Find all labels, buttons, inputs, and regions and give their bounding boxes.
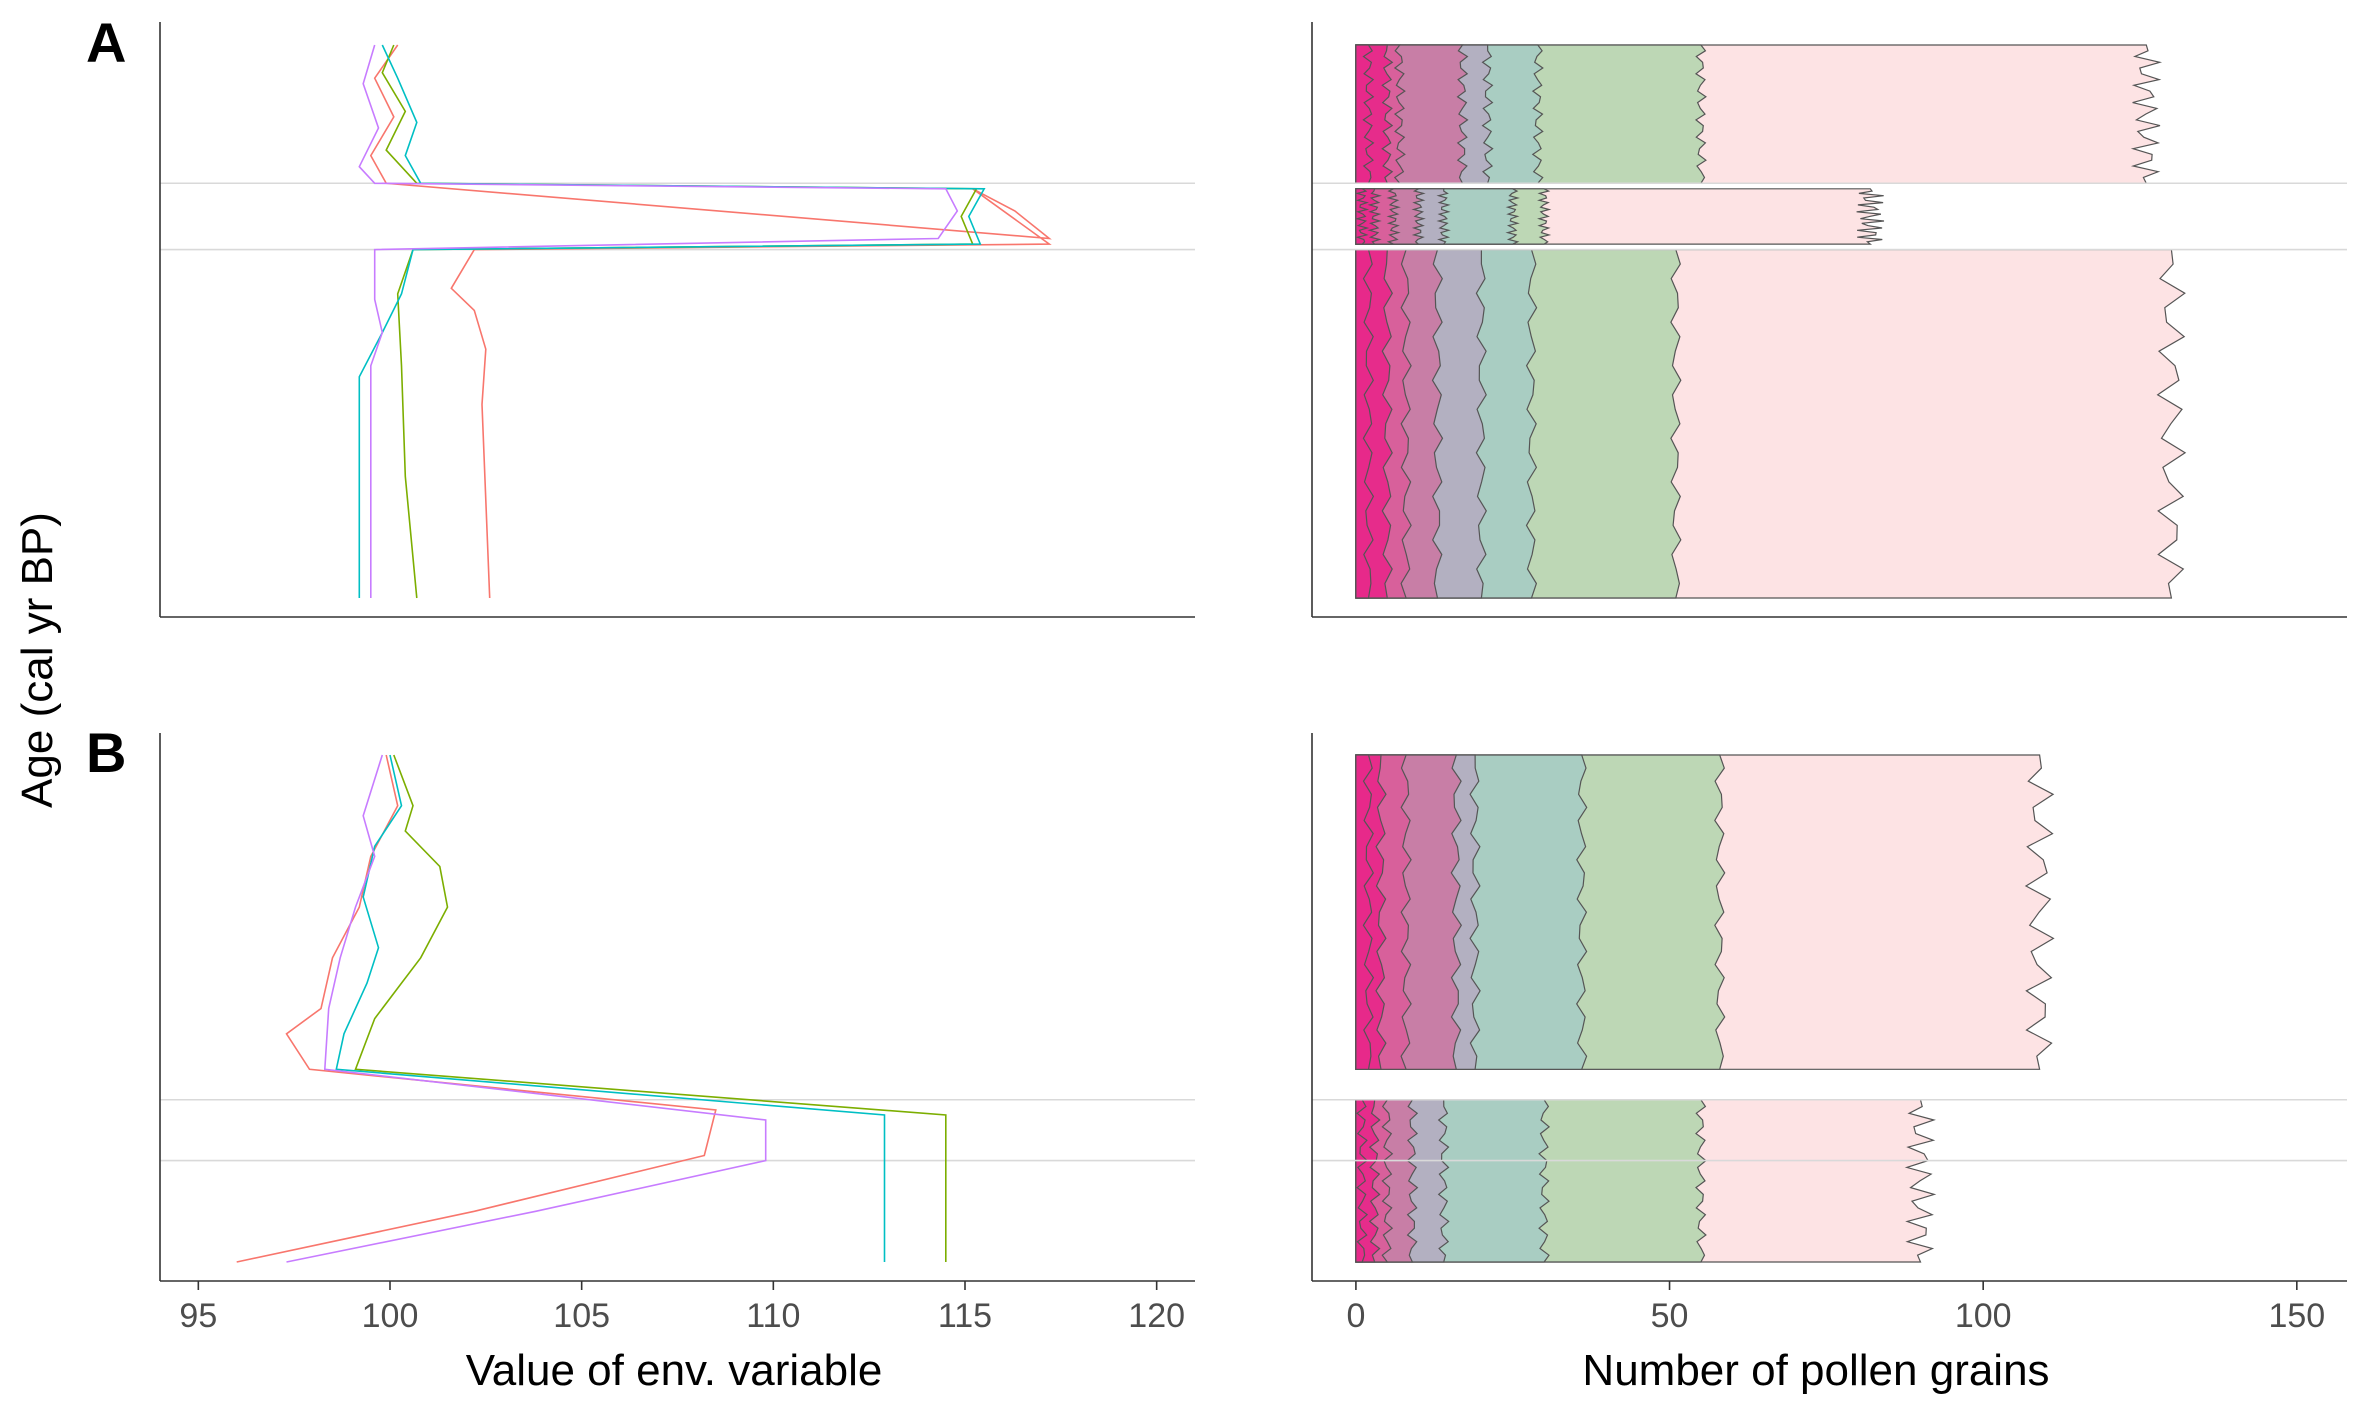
right-x-axis-title: Number of pollen grains: [1582, 1346, 2049, 1395]
x-tick-label: 150: [2268, 1297, 2325, 1335]
pollen-band: [1354, 188, 1370, 245]
panel-b-pollen-plot: 0 50 100 150: [1311, 733, 2347, 1335]
pollen-band: [1355, 44, 1375, 184]
pollen-band: [1355, 1099, 1369, 1263]
panel-a-pollen-plot: [1311, 22, 2347, 618]
x-tick-label: 105: [553, 1297, 610, 1335]
panel-label-a: A: [86, 11, 126, 74]
x-tick-label: 100: [1955, 1297, 2012, 1335]
env-series-line: [381, 44, 978, 599]
x-tick-label: 115: [938, 1297, 992, 1335]
x-tick-label: 95: [179, 1297, 217, 1335]
panel-label-b: B: [86, 721, 126, 784]
env-series-line: [369, 44, 1052, 599]
panel-a-env-plot: [159, 22, 1195, 618]
env-series-line: [286, 754, 767, 1263]
env-series-line: [335, 754, 886, 1262]
env-series-line: [236, 754, 717, 1263]
x-tick-label: 0: [1346, 1297, 1365, 1335]
env-series-line: [354, 754, 947, 1262]
pollen-band: [1355, 754, 1375, 1070]
env-series-line: [358, 44, 986, 598]
x-tick-label: 100: [362, 1297, 419, 1335]
env-series-line: [358, 44, 959, 598]
x-tick-label: 120: [1128, 1297, 1185, 1335]
x-tick-label: 50: [1651, 1297, 1689, 1335]
y-axis-title: Age (cal yr BP): [13, 512, 62, 808]
x-tick-label: 110: [746, 1297, 800, 1335]
pollen-band: [1355, 249, 1375, 599]
left-x-axis-title: Value of env. variable: [466, 1346, 883, 1395]
panel-b-env-plot: 95 100 105 110 115 120: [159, 733, 1195, 1335]
